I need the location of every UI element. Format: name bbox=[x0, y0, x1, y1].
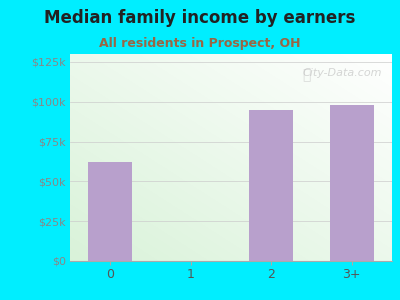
Text: Median family income by earners: Median family income by earners bbox=[44, 9, 356, 27]
Text: City-Data.com: City-Data.com bbox=[303, 68, 382, 79]
Bar bbox=[249, 110, 293, 261]
Text: All residents in Prospect, OH: All residents in Prospect, OH bbox=[99, 38, 301, 50]
Bar bbox=[330, 105, 374, 261]
Text: ⓘ: ⓘ bbox=[302, 68, 310, 83]
Bar bbox=[88, 162, 132, 261]
